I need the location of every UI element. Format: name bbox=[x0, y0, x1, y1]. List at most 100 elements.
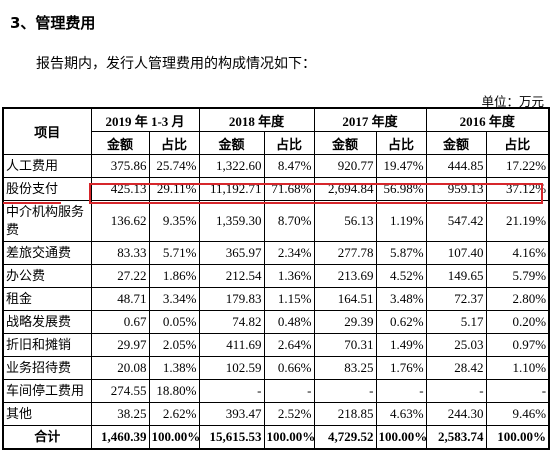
cell: 20.08 bbox=[90, 356, 150, 380]
period-header: 2019 年 1-3 月 bbox=[90, 107, 200, 132]
cell: 28.42 bbox=[425, 356, 487, 380]
cell: 444.85 bbox=[425, 154, 487, 178]
cell: 2.34% bbox=[263, 241, 315, 265]
table-row: 其他 38.25 2.62% 393.47 2.52% 218.85 4.63%… bbox=[2, 402, 550, 426]
cell: 0.97% bbox=[485, 333, 550, 357]
table-row: 战略发展费 0.67 0.05% 74.82 0.48% 29.39 0.62%… bbox=[2, 310, 550, 334]
cell: 0.20% bbox=[485, 310, 550, 334]
cell: 218.85 bbox=[313, 402, 377, 426]
cell: 17.22% bbox=[485, 154, 550, 178]
period-header: 2017 年度 bbox=[313, 107, 427, 132]
cell: 425.13 bbox=[90, 177, 150, 201]
cell: 212.54 bbox=[198, 264, 265, 288]
cell: 4.52% bbox=[375, 264, 427, 288]
cell: 2.62% bbox=[148, 402, 200, 426]
row-label: 折旧和摊销 bbox=[2, 333, 92, 357]
row-label: 人工费用 bbox=[2, 154, 92, 178]
cell: 18.80% bbox=[148, 379, 200, 403]
cell: 3.48% bbox=[375, 287, 427, 311]
cell: 2.52% bbox=[263, 402, 315, 426]
cell: 5.87% bbox=[375, 241, 427, 265]
table-row: 车间停工费用 274.55 18.80% - - - - - - bbox=[2, 379, 550, 403]
cell: 164.51 bbox=[313, 287, 377, 311]
cell: 2,694.84 bbox=[313, 177, 377, 201]
cell: 0.05% bbox=[148, 310, 200, 334]
intro-paragraph: 报告期内，发行人管理费用的构成情况如下： bbox=[36, 56, 316, 72]
cell: 179.83 bbox=[198, 287, 265, 311]
amount-subheader: 金额 bbox=[425, 131, 487, 155]
cell: 365.97 bbox=[198, 241, 265, 265]
cell: 27.22 bbox=[90, 264, 150, 288]
cell: 15,615.53 bbox=[198, 425, 265, 450]
cell: 3.34% bbox=[148, 287, 200, 311]
cell: 920.77 bbox=[313, 154, 377, 178]
cell: 9.35% bbox=[148, 200, 200, 242]
cell: 5.17 bbox=[425, 310, 487, 334]
cell: 5.79% bbox=[485, 264, 550, 288]
cell: 5.71% bbox=[148, 241, 200, 265]
amount-subheader: 金额 bbox=[313, 131, 377, 155]
cell: 1.49% bbox=[375, 333, 427, 357]
cell: 959.13 bbox=[425, 177, 487, 201]
cell: 1.19% bbox=[375, 200, 427, 242]
ratio-subheader: 占比 bbox=[375, 131, 427, 155]
cell: 100.00% bbox=[375, 425, 427, 450]
cell: 411.69 bbox=[198, 333, 265, 357]
ratio-subheader: 占比 bbox=[263, 131, 315, 155]
cell: 1,359.30 bbox=[198, 200, 265, 242]
row-label: 股份支付 bbox=[2, 177, 92, 201]
cell: - bbox=[485, 379, 550, 403]
cell: - bbox=[263, 379, 315, 403]
period-header: 2016 年度 bbox=[425, 107, 550, 132]
cell: 393.47 bbox=[198, 402, 265, 426]
cell: 2.05% bbox=[148, 333, 200, 357]
table-row: 人工费用 375.86 25.74% 1,322.60 8.47% 920.77… bbox=[2, 154, 550, 178]
cell: 0.67 bbox=[90, 310, 150, 334]
cell: 48.71 bbox=[90, 287, 150, 311]
cell: 1.86% bbox=[148, 264, 200, 288]
ratio-subheader: 占比 bbox=[485, 131, 550, 155]
admin-expense-table: 项目 2019 年 1-3 月 2018 年度 2017 年度 2016 年度 … bbox=[2, 107, 550, 450]
cell: 1.15% bbox=[263, 287, 315, 311]
cell: 100.00% bbox=[148, 425, 200, 450]
table-row: 租金 48.71 3.34% 179.83 1.15% 164.51 3.48%… bbox=[2, 287, 550, 311]
table-row: 股份支付 425.13 29.11% 11,192.71 71.68% 2,69… bbox=[2, 177, 550, 201]
table-row: 差旅交通费 83.33 5.71% 365.97 2.34% 277.78 5.… bbox=[2, 241, 550, 265]
cell: 4.63% bbox=[375, 402, 427, 426]
amount-subheader: 金额 bbox=[90, 131, 150, 155]
cell: 1,322.60 bbox=[198, 154, 265, 178]
cell: 1,460.39 bbox=[90, 425, 150, 450]
row-label: 战略发展费 bbox=[2, 310, 92, 334]
cell: 56.98% bbox=[375, 177, 427, 201]
highlight-underline bbox=[3, 202, 61, 204]
cell: 244.30 bbox=[425, 402, 487, 426]
cell: 25.74% bbox=[148, 154, 200, 178]
cell: 2.80% bbox=[485, 287, 550, 311]
row-label: 中介机构服务费 bbox=[2, 200, 92, 242]
cell: 277.78 bbox=[313, 241, 377, 265]
row-label: 其他 bbox=[2, 402, 92, 426]
period-header: 2018 年度 bbox=[198, 107, 315, 132]
cell: 100.00% bbox=[263, 425, 315, 450]
table-row: 中介机构服务费 136.62 9.35% 1,359.30 8.70% 56.1… bbox=[2, 200, 550, 242]
section-heading: 3、管理费用 bbox=[10, 14, 96, 32]
cell: 37.12% bbox=[485, 177, 550, 201]
cell: 21.19% bbox=[485, 200, 550, 242]
cell: 107.40 bbox=[425, 241, 487, 265]
cell: 72.37 bbox=[425, 287, 487, 311]
table-row: 业务招待费 20.08 1.38% 102.59 0.66% 83.25 1.7… bbox=[2, 356, 550, 380]
cell: 213.69 bbox=[313, 264, 377, 288]
total-row: 合计 1,460.39 100.00% 15,615.53 100.00% 4,… bbox=[2, 425, 550, 450]
table-row: 办公费 27.22 1.86% 212.54 1.36% 213.69 4.52… bbox=[2, 264, 550, 288]
item-header: 项目 bbox=[2, 107, 92, 155]
row-label: 业务招待费 bbox=[2, 356, 92, 380]
row-label: 差旅交通费 bbox=[2, 241, 92, 265]
cell: 70.31 bbox=[313, 333, 377, 357]
cell: 83.33 bbox=[90, 241, 150, 265]
cell: 38.25 bbox=[90, 402, 150, 426]
cell: 1.36% bbox=[263, 264, 315, 288]
row-label: 办公费 bbox=[2, 264, 92, 288]
cell: 2.64% bbox=[263, 333, 315, 357]
cell: 0.66% bbox=[263, 356, 315, 380]
cell: - bbox=[425, 379, 487, 403]
